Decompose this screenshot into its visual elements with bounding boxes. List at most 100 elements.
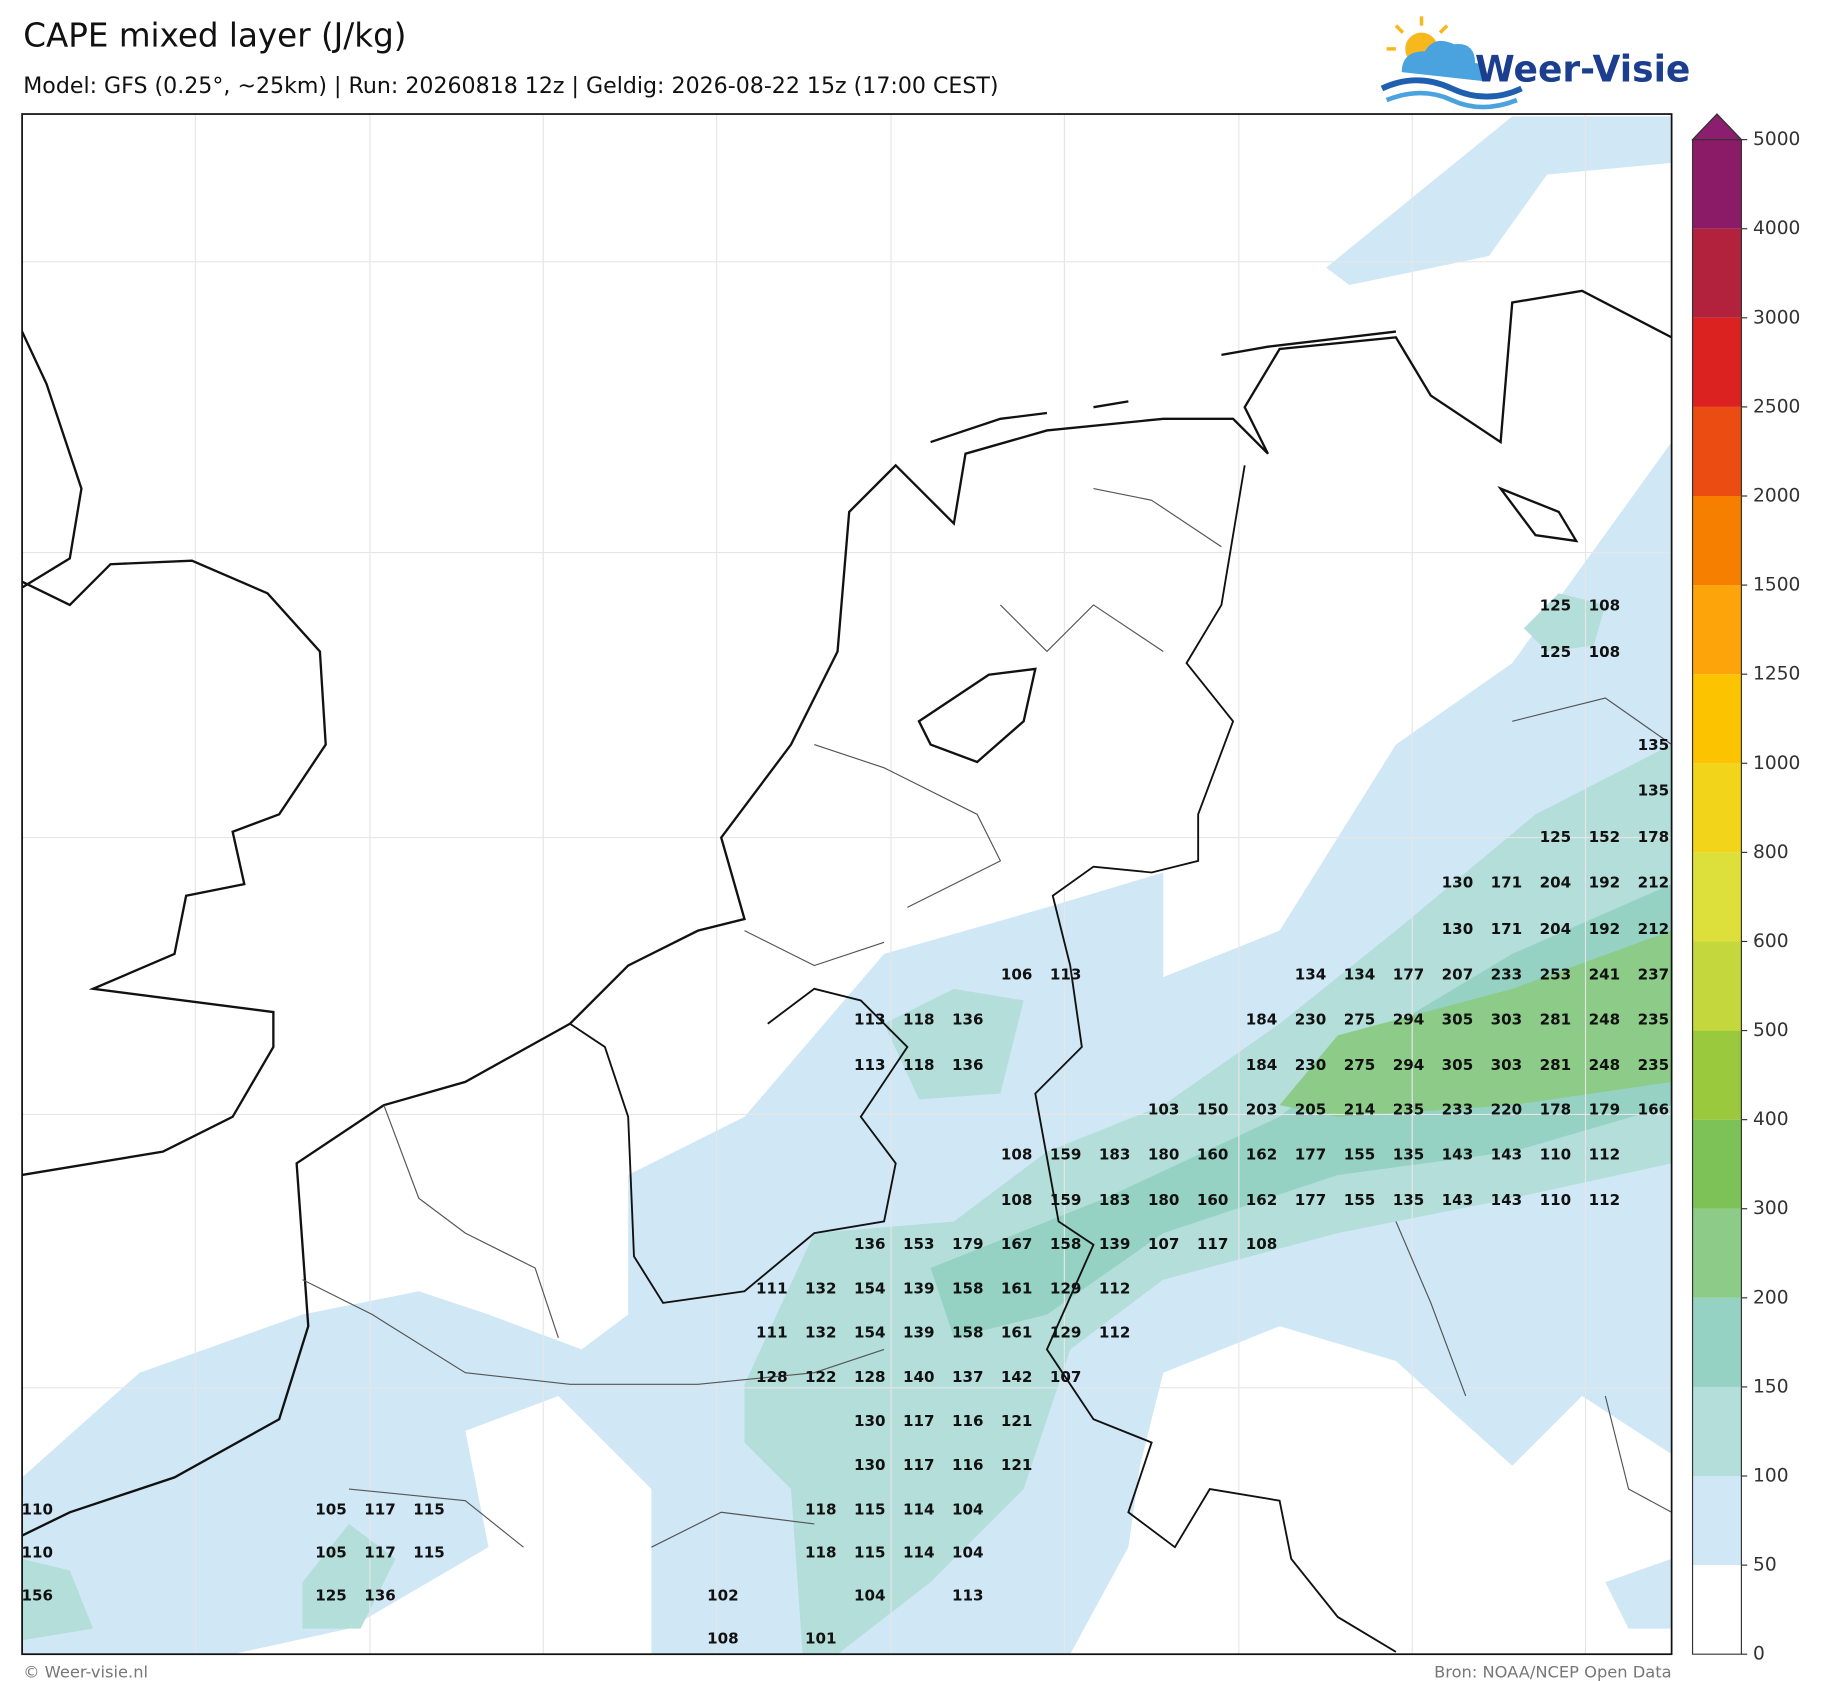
value-label: 294 [1393,1011,1425,1029]
value-label: 115 [413,1544,445,1562]
value-label: 155 [1344,1146,1376,1164]
value-label: 125 [1540,643,1572,661]
value-label: 105 [315,1500,347,1518]
value-label: 108 [1001,1191,1033,1209]
colorbar-tick-label: 4000 [1753,218,1800,239]
value-label: 204 [1540,873,1572,891]
value-label: 128 [854,1368,886,1386]
value-label: 154 [854,1279,886,1297]
colorbar-bin [1692,1297,1742,1387]
value-label: 235 [1638,1011,1670,1029]
value-label: 110 [1540,1146,1572,1164]
value-label: 116 [952,1412,984,1430]
colorbar-bin [1692,139,1742,229]
value-label: 153 [903,1235,935,1253]
value-label: 117 [1197,1235,1229,1253]
value-label: 118 [903,1056,935,1074]
coastlines [21,289,1673,1537]
value-label: 108 [707,1630,739,1648]
value-label: 121 [1001,1412,1033,1430]
value-label: 235 [1638,1056,1670,1074]
colorbar-tick-label: 1500 [1753,575,1800,596]
colorbar-bin [1692,406,1742,497]
colorbar-bin [1692,317,1742,407]
value-label: 167 [1001,1235,1033,1253]
value-label: 108 [1589,643,1621,661]
value-label: 107 [1148,1235,1180,1253]
value-label: 161 [1001,1324,1033,1342]
value-label: 110 [1540,1191,1572,1209]
map-frame [21,113,1673,1656]
value-label: 135 [1393,1146,1425,1164]
value-label: 233 [1442,1100,1474,1118]
colorbar-bin [1692,1119,1742,1209]
colorbar-tick-label: 100 [1753,1466,1789,1487]
value-label: 159 [1050,1146,1082,1164]
footer-left: © Weer-visie.nl [23,1662,148,1681]
value-label: 281 [1540,1011,1572,1029]
colorbar-tick-label: 3000 [1753,307,1800,328]
value-label: 248 [1589,1011,1621,1029]
value-label: 177 [1295,1191,1327,1209]
colorbar-extend [1691,113,1743,141]
colorbar-bin [1692,852,1742,942]
value-label: 130 [854,1412,886,1430]
colorbar-bin [1692,496,1742,586]
value-label: 113 [1050,965,1082,983]
value-label: 112 [1589,1191,1621,1209]
colorbar-tick-label: 5000 [1753,129,1800,150]
value-label: 230 [1295,1056,1327,1074]
value-label: 303 [1491,1011,1523,1029]
value-label: 203 [1246,1100,1278,1118]
colorbar-tick-label: 50 [1753,1555,1777,1576]
value-label: 237 [1638,965,1670,983]
value-label: 171 [1491,873,1523,891]
value-label: 102 [707,1587,739,1605]
logo-text: Weer-Visie [1475,48,1690,90]
colorbar-tick-label: 600 [1753,931,1789,952]
footer-right: Bron: NOAA/NCEP Open Data [1434,1662,1672,1681]
value-label: 160 [1197,1191,1229,1209]
value-label: 180 [1148,1146,1180,1164]
value-label: 130 [1442,873,1474,891]
value-label: 158 [1050,1235,1082,1253]
cape-50-100 [22,116,1672,1655]
value-label: 248 [1589,1056,1621,1074]
value-label: 192 [1589,873,1621,891]
colorbar: 0 50 100 150 200 300 400 500 600 800 1000 1250 1500 2… [1691,113,1800,1665]
value-label: 135 [1638,782,1670,800]
colorbar-tick-label: 300 [1753,1198,1789,1219]
value-label: 184 [1246,1011,1278,1029]
value-label: 303 [1491,1056,1523,1074]
value-label: 143 [1491,1191,1523,1209]
value-label: 305 [1442,1056,1474,1074]
value-label: 159 [1050,1191,1082,1209]
value-label: 129 [1050,1324,1082,1342]
value-label: 134 [1295,965,1327,983]
value-label: 106 [1001,965,1033,983]
value-label: 155 [1344,1191,1376,1209]
colorbar-bin [1692,941,1742,1031]
value-label: 143 [1442,1146,1474,1164]
colorbar-tick-label: 1000 [1753,753,1800,774]
value-label: 132 [805,1324,837,1342]
value-label: 136 [854,1235,886,1253]
value-label: 114 [903,1500,935,1518]
logo: Weer-Visie [1380,16,1690,110]
value-label: 104 [952,1500,984,1518]
value-label: 112 [1099,1324,1131,1342]
colorbar-tick-label: 400 [1753,1109,1789,1130]
value-label: 178 [1540,1100,1572,1118]
colorbar-tick-label: 1250 [1753,664,1800,685]
value-label: 178 [1638,828,1670,846]
colorbar-bin [1692,1565,1742,1655]
value-label: 143 [1491,1146,1523,1164]
value-label: 116 [952,1456,984,1474]
value-label: 212 [1638,920,1670,938]
colorbar-bin [1692,1208,1742,1298]
value-label: 160 [1197,1146,1229,1164]
value-label: 113 [854,1011,886,1029]
value-label: 192 [1589,920,1621,938]
value-label: 253 [1540,965,1572,983]
